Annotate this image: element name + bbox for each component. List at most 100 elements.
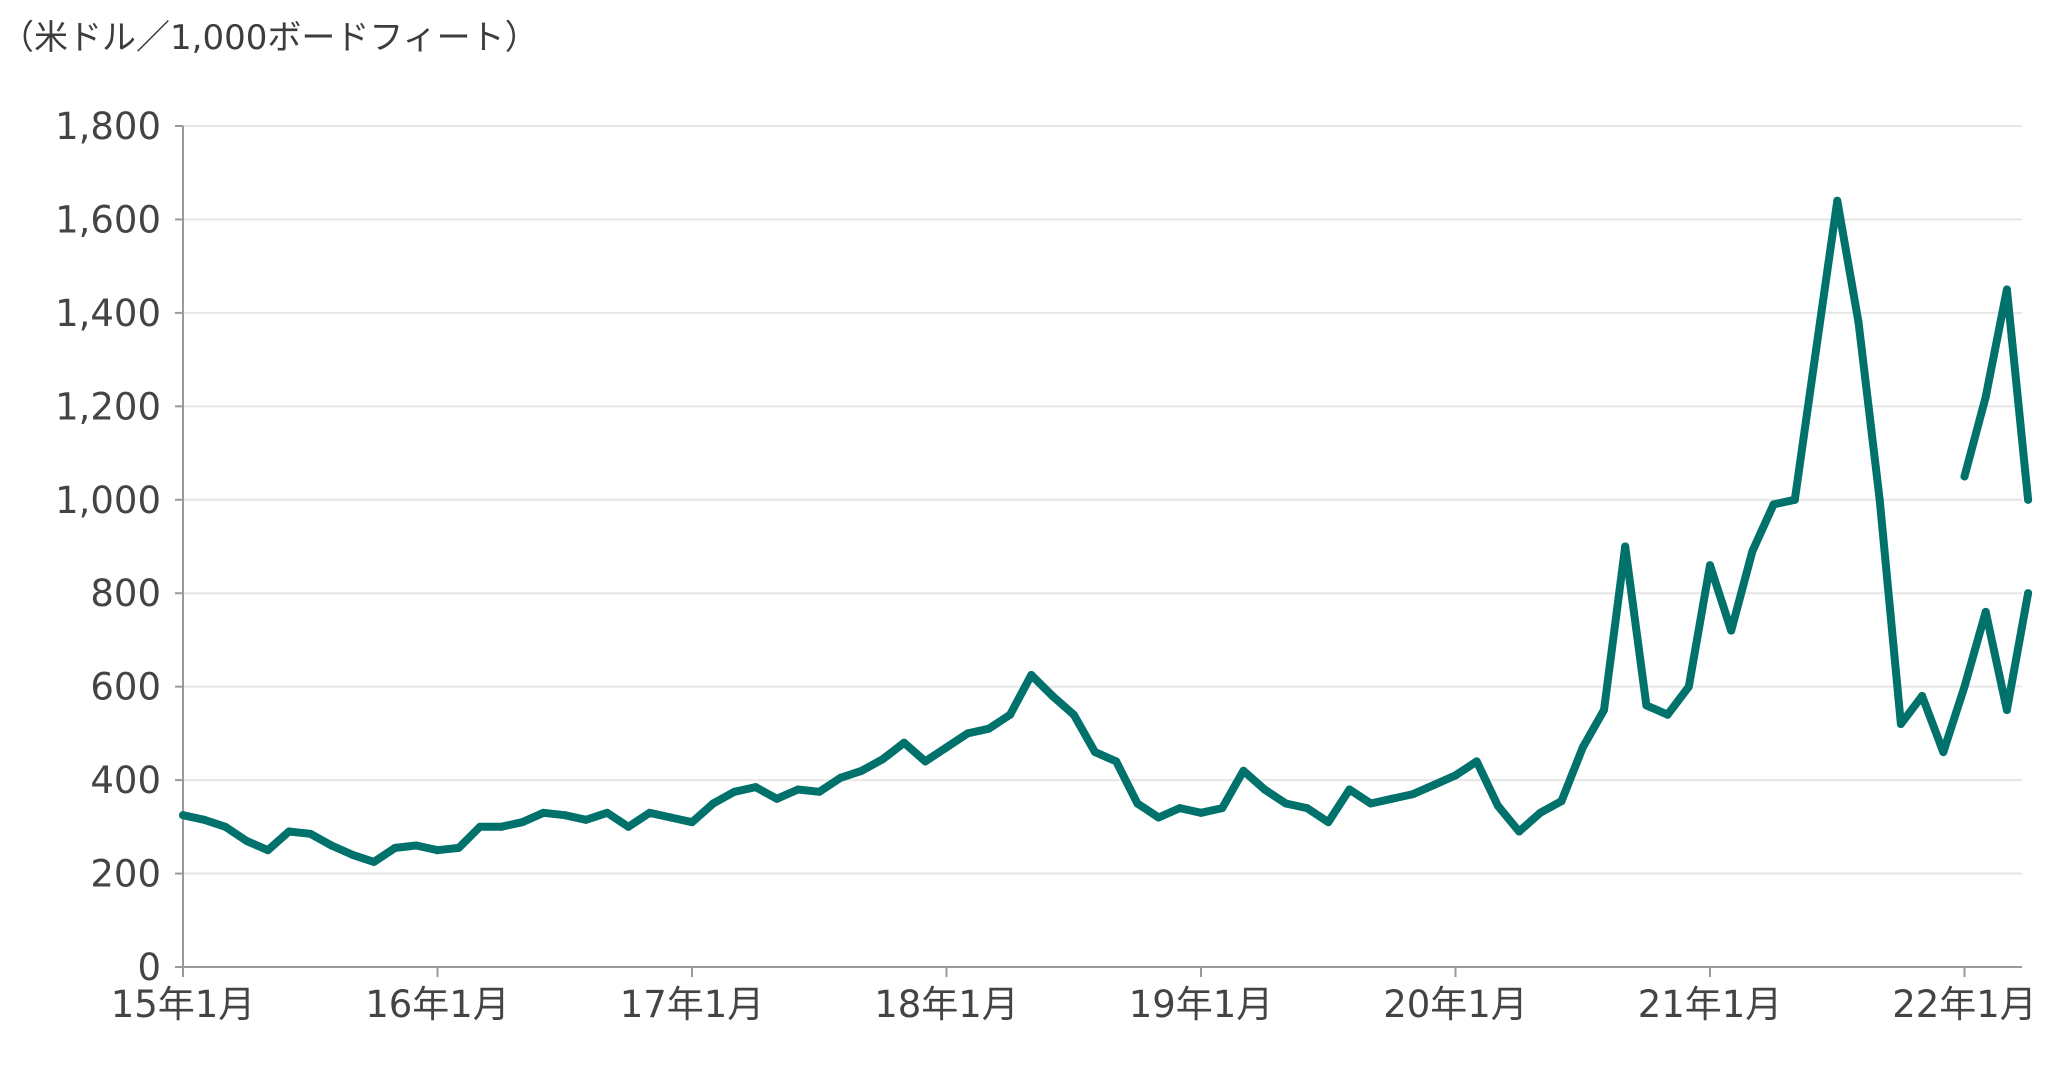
data-point [1727,626,1736,635]
data-point [179,811,187,820]
data-point [688,818,696,827]
y-tick-label: 0 [137,946,161,989]
data-point [2002,285,2011,294]
data-point [603,808,612,817]
x-tick-label: 22年1月 [1892,983,2037,1026]
data-point [963,729,972,738]
data-point [327,841,336,850]
y-tick-label: 800 [90,572,161,615]
data-point [497,822,506,831]
data-point [560,811,569,820]
data-point [1345,785,1354,794]
data-point [285,827,294,836]
data-point [1324,818,1333,827]
data-point [348,850,357,859]
data-point [1663,710,1672,719]
data-point [836,773,845,782]
data-point [900,738,909,747]
data-point [433,846,442,855]
data-point [1472,757,1481,766]
data-point [1812,346,1821,355]
data-point [1239,766,1248,775]
data-point [1218,804,1227,813]
data-point [984,724,993,733]
data-point [1090,748,1099,757]
data-point [1960,472,1969,481]
x-tick-label: 18年1月 [874,983,1019,1026]
data-point [1578,743,1587,752]
data-point [1557,797,1566,806]
data-point [1451,771,1460,780]
y-tick-label: 600 [90,666,161,709]
series-line-1 [1960,285,2033,504]
data-point [1621,542,1630,551]
data-point [794,785,803,794]
data-point [1133,799,1142,808]
data-point [391,843,400,852]
data-point [1430,780,1439,789]
series-lines [179,196,2033,866]
data-point [1642,701,1651,710]
y-tick-label: 1,400 [55,292,161,335]
data-point [1048,692,1057,701]
data-point [1493,801,1502,810]
data-point [1599,706,1608,715]
data-point [1875,495,1884,504]
data-point [1281,799,1290,808]
data-point [454,843,463,852]
data-point [1303,804,1312,813]
data-point [1896,720,1905,729]
data-point [200,815,209,824]
data-point [1536,808,1545,817]
data-point [709,799,718,808]
unit-label: （米ドル／1,000ボードフィート） [0,18,539,58]
data-point [1112,757,1121,766]
data-point [1260,785,1269,794]
data-point [730,787,739,796]
data-point [751,783,760,792]
data-point [645,808,654,817]
data-point [2024,495,2033,504]
data-point [1027,670,1036,679]
data-point [1515,827,1524,836]
data-point [475,822,484,831]
data-point [1154,813,1163,822]
data-point [1790,495,1799,504]
x-tick-label: 20年1月 [1383,983,1528,1026]
y-tick-labels: 0 200 400 600 800 1,000 1,200 1,400 1,600 1,800 [55,105,161,989]
data-point [369,857,378,866]
data-point [1706,561,1714,570]
y-tick-label: 200 [90,853,161,896]
x-tick-label: 21年1月 [1638,983,1783,1026]
data-point [1409,790,1418,799]
series-line-0 [179,196,2033,866]
y-tick-label: 400 [90,759,161,802]
x-tick-label: 17年1月 [620,983,765,1026]
data-point [878,755,887,764]
data-point [1748,547,1757,556]
data-point [1960,682,1969,691]
data-point [1197,808,1205,817]
data-point [2024,589,2033,598]
data-point [1387,794,1396,803]
y-tick-label: 1,600 [55,198,161,241]
data-point [2002,706,2011,715]
data-point [624,822,633,831]
data-point [263,846,272,855]
data-point [666,813,675,822]
data-point [1918,692,1927,701]
data-point [1366,799,1375,808]
x-tick-label: 19年1月 [1129,983,1274,1026]
data-point [1684,682,1693,691]
x-tick-label: 16年1月 [365,983,510,1026]
data-point [306,829,315,838]
data-point [942,743,951,752]
data-point [1833,196,1842,205]
data-point [221,822,230,831]
data-point [772,794,781,803]
data-point [242,836,251,845]
x-tick-labels: 15年1月 16年1月 17年1月 18年1月 19年1月 20年1月 21年1月 22年1月 [111,967,2037,1026]
data-point [412,841,421,850]
data-point [1981,607,1990,616]
